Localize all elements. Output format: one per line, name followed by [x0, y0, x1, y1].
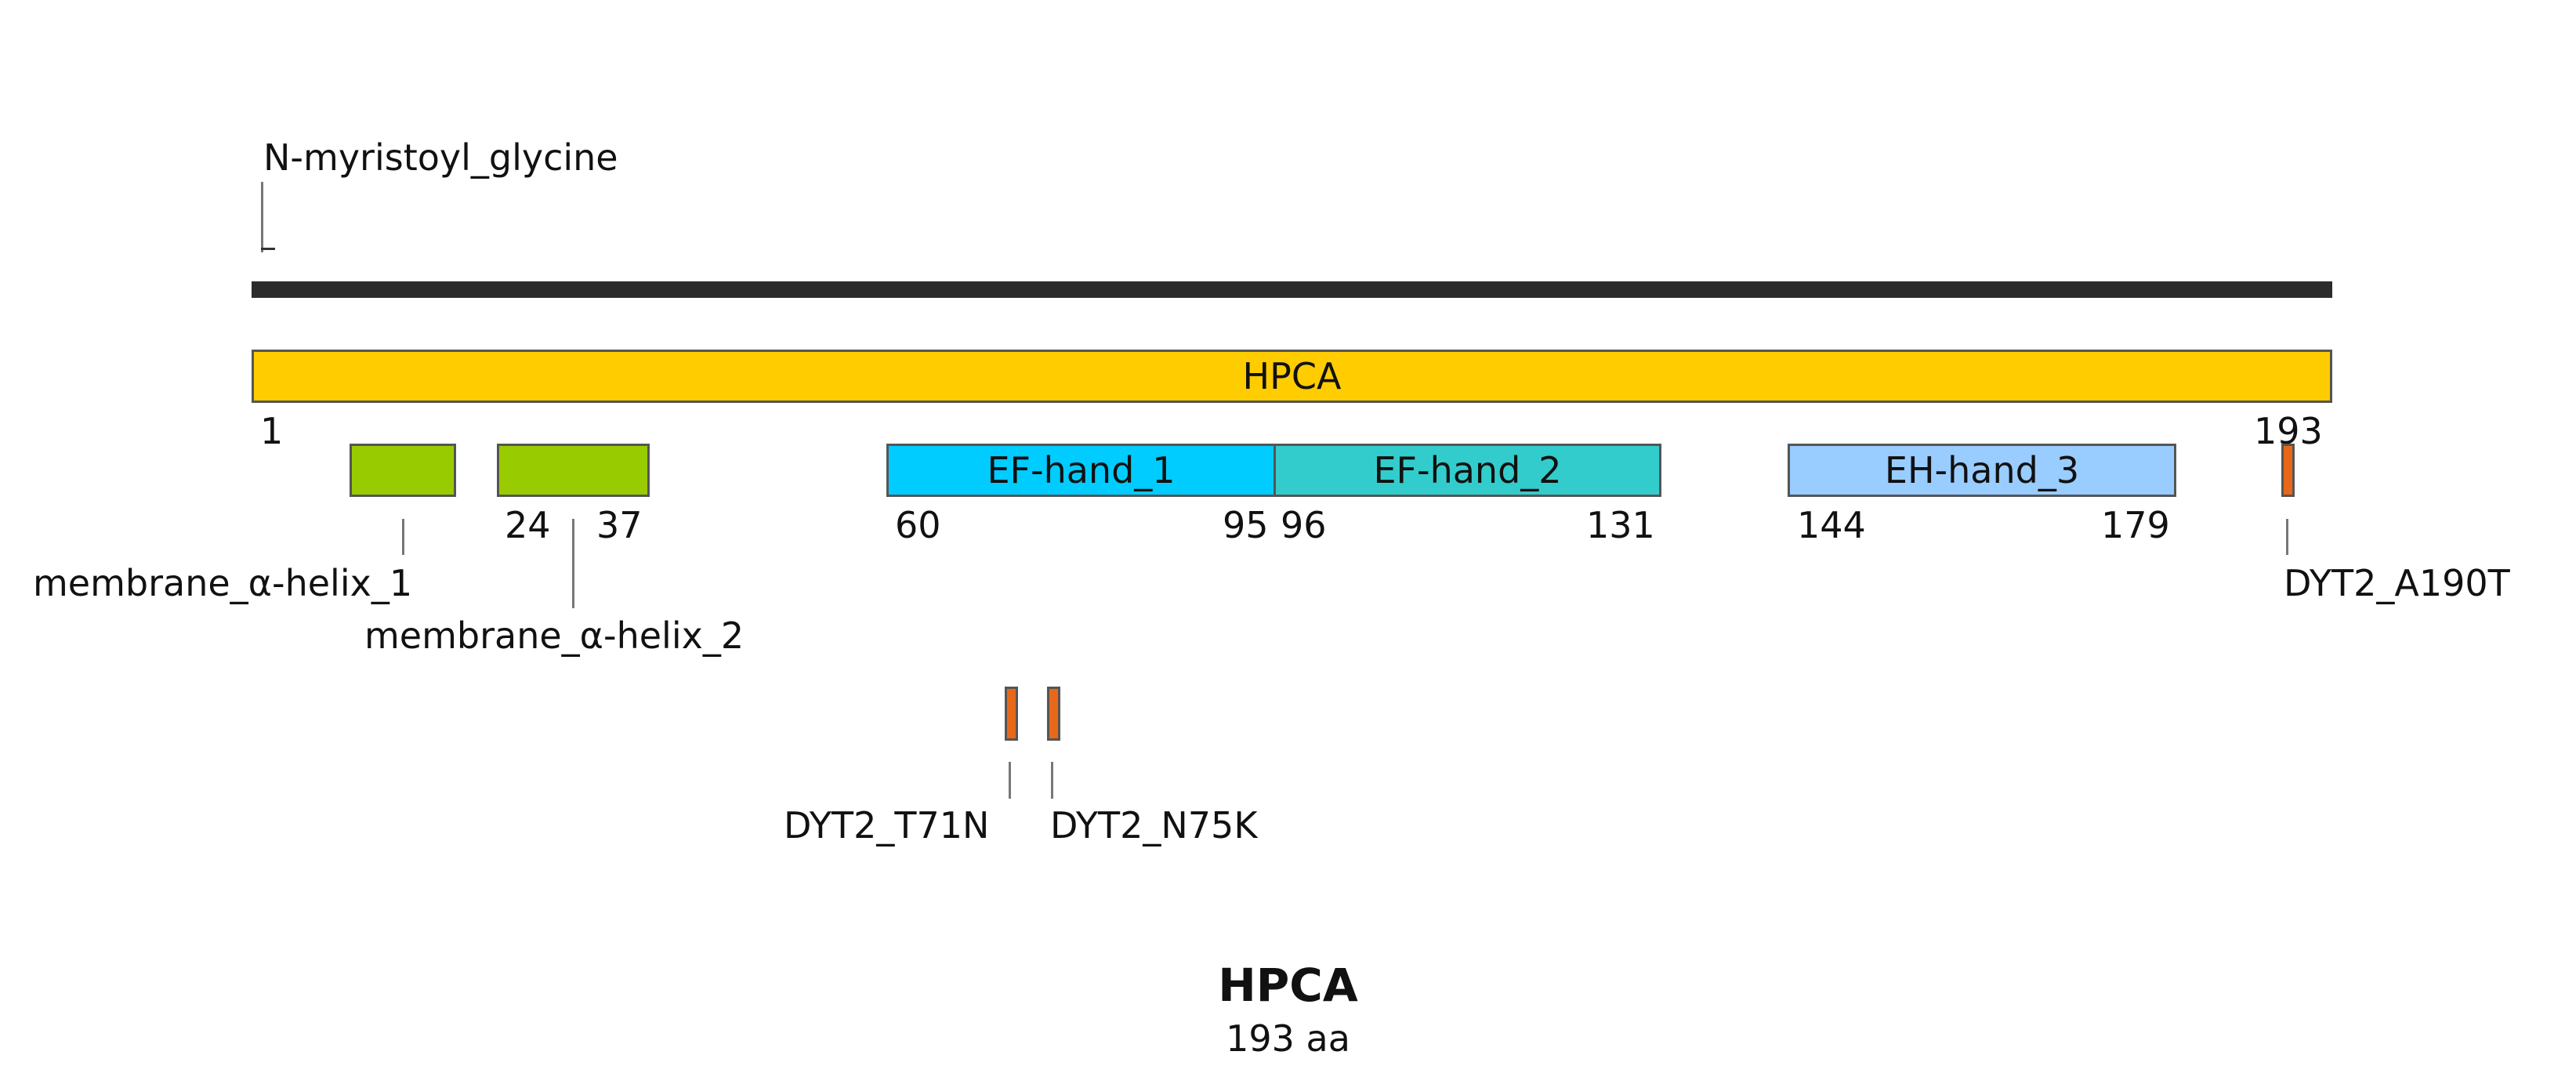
mutation-t71n-marker: [1005, 687, 1018, 741]
end-position-label: 193: [2254, 410, 2323, 452]
protein-backbone: [252, 281, 2332, 298]
mutation-n75k-tick: [1051, 762, 1053, 799]
mutation-n75k-label: DYT2_N75K: [1050, 804, 1258, 847]
mutation-n75k-marker: [1047, 687, 1060, 741]
helix-2-box: [497, 444, 650, 497]
start-position-label: 1: [260, 410, 284, 452]
domain-eh-hand-3-start: 144: [1797, 504, 1866, 546]
mutation-a190t-marker: [2281, 444, 2295, 497]
domain-ef-hand-1-start: 60: [895, 504, 941, 546]
domain-ef-hand-2-end: 131: [1586, 504, 1655, 546]
modification-label: N-myristoyl_glycine: [263, 136, 618, 179]
main-bar-label: HPCA: [1242, 355, 1342, 397]
helix-1-tick: [402, 519, 404, 555]
main-protein-bar: HPCA: [252, 350, 2332, 403]
domain-eh-hand-3-label: EH-hand_3: [1884, 449, 2080, 491]
domain-ef-hand-2-start: 96: [1281, 504, 1327, 546]
mutation-a190t-label: DYT2_A190T: [2284, 562, 2510, 604]
domain-ef-hand-2: EF-hand_2: [1274, 444, 1661, 497]
helix-2-end-label: 37: [596, 504, 643, 546]
protein-title: HPCA: [1218, 959, 1358, 1012]
modification-tick: [261, 182, 263, 252]
domain-eh-hand-3-end: 179: [2101, 504, 2170, 546]
helix-2-start-label: 24: [505, 504, 551, 546]
domain-ef-hand-1-label: EF-hand_1: [987, 449, 1176, 491]
helix-1-box: [350, 444, 456, 497]
modification-marker: [261, 248, 275, 250]
domain-ef-hand-1-end: 95: [1223, 504, 1269, 546]
helix-2-tick: [572, 519, 574, 608]
domain-ef-hand-1: EF-hand_1: [886, 444, 1276, 497]
mutation-t71n-tick: [1009, 762, 1011, 799]
domain-eh-hand-3: EH-hand_3: [1788, 444, 2176, 497]
protein-length: 193 aa: [1226, 1017, 1350, 1060]
mutation-t71n-label: DYT2_T71N: [784, 804, 990, 847]
mutation-a190t-tick: [2286, 519, 2288, 555]
domain-ef-hand-2-label: EF-hand_2: [1373, 449, 1562, 491]
helix-1-label: membrane_α-helix_1: [33, 562, 413, 604]
helix-2-label: membrane_α-helix_2: [364, 615, 745, 657]
